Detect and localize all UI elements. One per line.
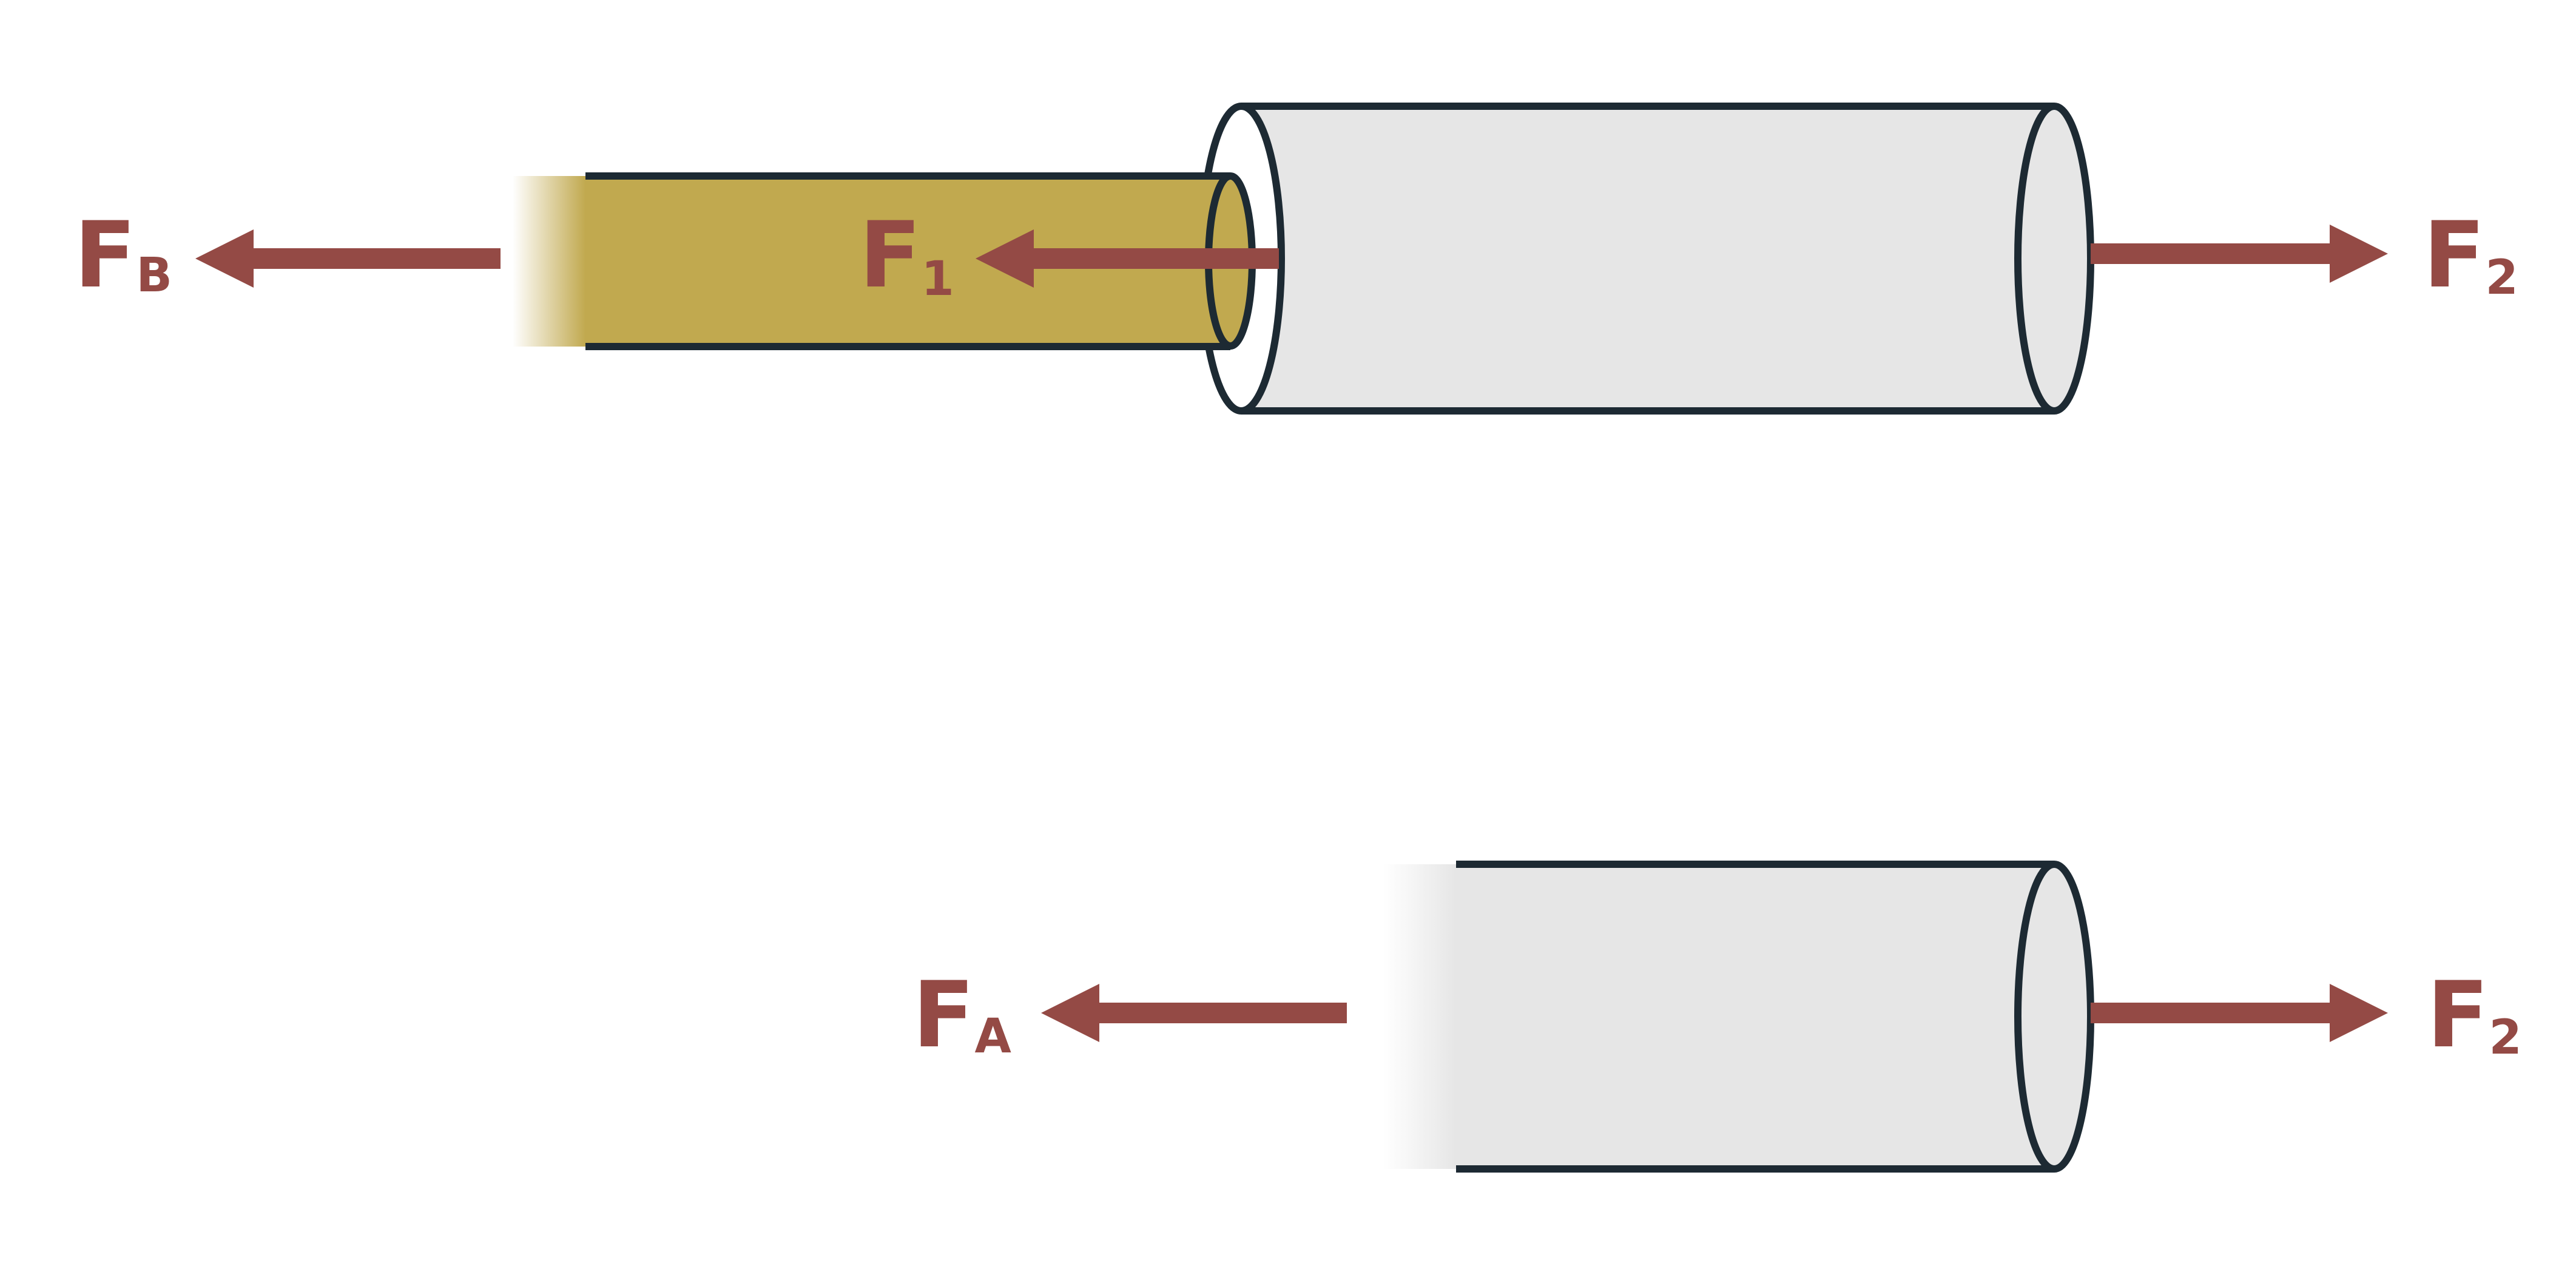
top-rod xyxy=(513,172,1256,350)
bottom-tube-fade xyxy=(1383,864,1456,1169)
force-arrow-f1-shaft xyxy=(1029,248,1279,269)
force-arrow-f1 xyxy=(976,229,1279,288)
top-assembly: FB F1 F2 xyxy=(74,103,2518,415)
top-rod-fade xyxy=(513,176,585,347)
bottom-assembly: FA F2 xyxy=(912,861,2522,1173)
force-arrow-fb-head xyxy=(195,229,254,288)
force-arrow-fa xyxy=(1041,984,1347,1042)
label-f2-top: F2 xyxy=(2423,203,2518,308)
force-arrow-f2-top xyxy=(2091,225,2388,283)
label-fb: FB xyxy=(74,203,172,308)
top-tube xyxy=(1198,103,2094,415)
force-arrow-fb xyxy=(195,229,501,288)
force-arrow-fa-head xyxy=(1041,984,1099,1042)
label-fa: FA xyxy=(912,963,1011,1068)
top-tube-body xyxy=(1241,106,2054,411)
force-arrow-f2-bottom xyxy=(2091,984,2388,1042)
force-arrow-f2-top-head xyxy=(2330,225,2388,283)
force-arrow-f2-bottom-shaft xyxy=(2091,1003,2333,1023)
force-arrow-f2-bottom-head xyxy=(2330,984,2388,1042)
force-arrow-f1-head xyxy=(976,229,1034,288)
bottom-tube-body xyxy=(1456,864,2054,1169)
label-f1: F1 xyxy=(859,203,954,308)
force-arrow-fb-shaft xyxy=(249,248,501,269)
label-f2-bottom: F2 xyxy=(2427,963,2522,1068)
force-arrow-f2-top-shaft xyxy=(2091,243,2333,264)
bottom-tube-right-cap xyxy=(2014,861,2094,1173)
top-tube-right-cap xyxy=(2014,103,2094,415)
force-arrow-fa-shaft xyxy=(1092,1003,1347,1023)
bottom-tube xyxy=(1383,861,2094,1173)
